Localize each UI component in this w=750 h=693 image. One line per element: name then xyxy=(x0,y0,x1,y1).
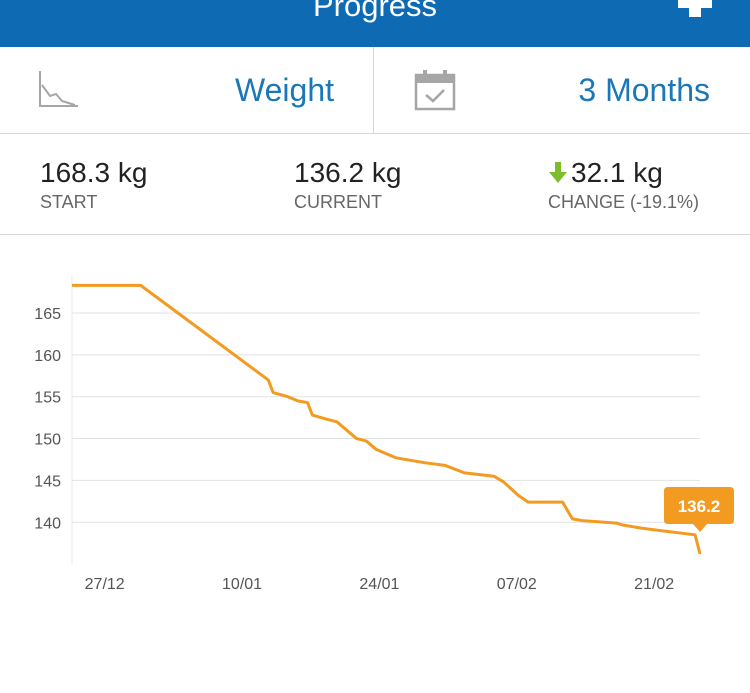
x-tick-label: 27/12 xyxy=(85,576,125,593)
current-value: 136.2 kg xyxy=(294,157,402,188)
value-tooltip: 136.2 xyxy=(664,487,734,532)
start-value: 168.3 kg xyxy=(40,157,148,188)
start-label: START xyxy=(40,192,98,212)
start-stat: 168.3 kg START xyxy=(40,158,147,214)
weight-line xyxy=(72,283,702,555)
line-chart-icon xyxy=(39,71,78,107)
period-label: 3 Months xyxy=(578,72,710,108)
x-tick-label: 21/02 xyxy=(634,576,674,593)
x-tick-label: 07/02 xyxy=(497,576,537,593)
change-label: CHANGE (-19.1%) xyxy=(548,192,700,212)
stats-bar: 168.3 kg START 136.2 kg CURRENT 32.1 kg … xyxy=(0,134,750,235)
page-title: Progress xyxy=(312,0,438,23)
change-value: 32.1 kg xyxy=(571,157,663,188)
y-tick-label: 150 xyxy=(34,432,61,449)
y-tick-label: 145 xyxy=(34,473,61,490)
metric-selector[interactable]: Weight xyxy=(0,47,373,133)
plus-icon[interactable] xyxy=(678,0,712,21)
y-tick-label: 160 xyxy=(34,348,61,365)
x-tick-label: 10/01 xyxy=(222,576,262,593)
y-tick-label: 165 xyxy=(34,306,61,323)
y-tick-label: 140 xyxy=(34,515,61,532)
x-tick-label: 24/01 xyxy=(359,576,399,593)
metric-label: Weight xyxy=(234,72,334,108)
calendar-icon xyxy=(414,70,456,111)
divider xyxy=(373,47,374,133)
change-row: 32.1 kg xyxy=(548,158,699,188)
change-stat: 32.1 kg CHANGE (-19.1%) xyxy=(548,158,699,214)
tooltip-background xyxy=(664,487,734,532)
arrow-down-icon xyxy=(549,162,567,183)
current-stat: 136.2 kg CURRENT xyxy=(294,158,401,214)
current-label: CURRENT xyxy=(294,192,382,212)
selector-bar: Weight 3 Months xyxy=(0,47,750,134)
period-selector[interactable]: 3 Months xyxy=(374,47,750,133)
app-header: Progress xyxy=(0,0,750,47)
tooltip-value: 136.2 xyxy=(678,497,721,516)
y-tick-label: 155 xyxy=(34,390,61,407)
weight-chart: 140 145 150 155 160 165 27/12 10/01 24/01 07/02 2… xyxy=(34,275,734,593)
